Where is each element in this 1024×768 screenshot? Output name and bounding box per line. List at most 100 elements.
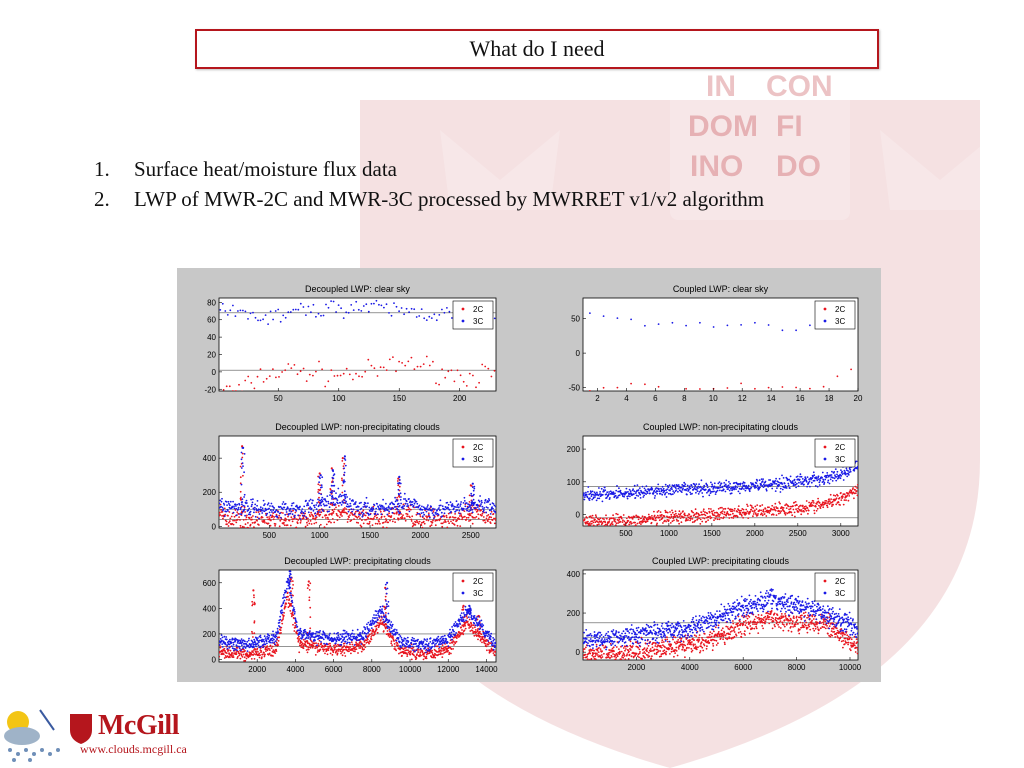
data-point-2C — [384, 521, 387, 523]
data-point-3C — [335, 632, 338, 635]
data-point-3C — [723, 482, 726, 484]
data-point-3C — [479, 495, 481, 497]
data-point-3C — [478, 508, 480, 510]
data-point-2C — [228, 520, 231, 523]
data-point-2C — [806, 507, 809, 509]
data-point-3C — [282, 501, 285, 503]
data-point-2C — [847, 499, 850, 502]
data-point-3C — [239, 639, 242, 642]
data-point-3C — [332, 300, 335, 303]
data-point-3C — [492, 503, 495, 505]
data-point-3C — [675, 489, 678, 491]
data-point-3C — [788, 478, 790, 481]
data-point-3C — [416, 513, 419, 515]
data-point-3C — [601, 493, 604, 496]
data-point-2C — [761, 504, 764, 506]
data-point-2C — [774, 509, 777, 512]
data-point-3C — [813, 479, 816, 482]
data-point-3C — [274, 310, 277, 312]
data-point-2C — [753, 511, 755, 513]
data-point-3C — [403, 498, 405, 500]
data-point-2C — [284, 605, 287, 608]
data-point-2C — [378, 518, 381, 520]
data-point-3C — [758, 479, 761, 482]
data-point-3C — [320, 498, 323, 501]
data-point-3C — [615, 489, 618, 492]
data-point-3C — [817, 475, 820, 478]
data-point-3C — [240, 451, 243, 454]
data-point-3C — [718, 481, 721, 483]
data-point-2C — [253, 526, 255, 528]
data-point-3C — [491, 506, 493, 508]
data-point-3C — [750, 486, 753, 489]
data-point-3C — [309, 498, 312, 501]
data-point-2C — [660, 513, 663, 516]
data-point-2C — [373, 367, 376, 370]
data-point-2C — [441, 522, 444, 525]
data-point-2C — [299, 521, 302, 524]
data-point-3C — [602, 489, 605, 491]
data-point-3C — [428, 646, 431, 648]
data-point-3C — [730, 492, 733, 495]
data-point-3C — [686, 484, 689, 487]
data-point-3C — [394, 500, 397, 503]
data-point-2C — [767, 386, 770, 389]
data-point-3C — [714, 493, 717, 495]
data-point-2C — [383, 515, 386, 518]
data-point-3C — [432, 507, 434, 510]
data-point-3C — [480, 503, 482, 505]
data-point-3C — [325, 303, 327, 306]
data-point-3C — [697, 485, 700, 488]
data-point-3C — [319, 630, 321, 632]
data-point-2C — [649, 516, 652, 518]
data-point-2C — [772, 513, 775, 516]
data-point-2C — [600, 520, 603, 523]
data-point-3C — [591, 490, 594, 493]
data-point-2C — [856, 494, 858, 497]
data-point-3C — [844, 471, 847, 474]
data-point-3C — [238, 645, 241, 648]
data-point-2C — [241, 656, 244, 658]
data-point-3C — [409, 500, 412, 503]
data-point-2C — [700, 511, 703, 514]
data-point-3C — [771, 487, 774, 490]
data-point-2C — [745, 512, 748, 514]
data-point-2C — [282, 512, 284, 514]
data-point-3C — [386, 627, 389, 630]
data-point-2C — [366, 522, 369, 525]
data-point-3C — [380, 612, 382, 615]
data-point-3C — [710, 481, 712, 484]
data-point-2C — [718, 518, 721, 521]
data-point-3C — [612, 491, 615, 494]
data-point-2C — [707, 519, 709, 521]
data-point-3C — [349, 498, 351, 500]
data-point-2C — [629, 520, 632, 523]
data-point-3C — [603, 490, 605, 493]
data-point-2C — [253, 621, 256, 624]
data-point-2C — [319, 484, 321, 487]
data-point-2C — [622, 525, 625, 526]
data-point-3C — [283, 596, 285, 599]
data-point-2C — [355, 372, 357, 375]
data-point-3C — [627, 491, 629, 493]
data-point-3C — [391, 511, 394, 514]
data-point-3C — [301, 508, 304, 510]
data-point-3C — [283, 506, 286, 509]
data-point-2C — [364, 370, 367, 373]
data-point-2C — [308, 596, 311, 599]
data-point-3C — [449, 501, 452, 504]
data-point-2C — [789, 507, 792, 510]
data-point-3C — [307, 634, 310, 637]
data-point-3C — [317, 498, 319, 501]
data-point-2C — [245, 657, 248, 660]
data-point-3C — [331, 490, 333, 492]
data-point-2C — [768, 512, 771, 514]
data-point-2C — [287, 515, 289, 518]
data-point-2C — [585, 522, 587, 525]
data-point-3C — [462, 618, 465, 621]
data-point-3C — [267, 636, 270, 639]
data-point-3C — [257, 644, 260, 647]
data-point-3C — [335, 640, 338, 643]
data-point-2C — [297, 640, 300, 643]
data-point-2C — [732, 512, 734, 515]
